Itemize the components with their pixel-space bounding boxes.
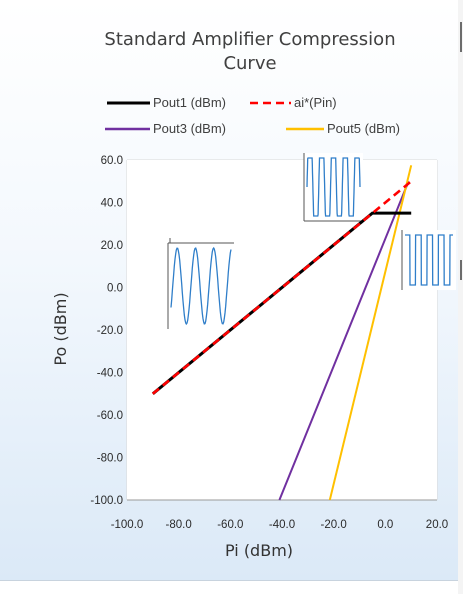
y-tick-label: -80.0 bbox=[97, 453, 123, 465]
square-wave-inset-right-bg bbox=[402, 230, 456, 290]
x-tick-label: -60.0 bbox=[217, 519, 243, 531]
right-edge-strip bbox=[458, 0, 463, 594]
plot-background bbox=[127, 160, 437, 500]
y-tick-label: -60.0 bbox=[97, 410, 123, 422]
x-tick-label: -20.0 bbox=[321, 519, 347, 531]
series-lines bbox=[151, 165, 413, 501]
legend: Pout1 (dBm) ai*(Pin) Pout3 (dBm) Pout5 (dBm… bbox=[105, 95, 400, 136]
chart-title-line2: Curve bbox=[223, 53, 276, 74]
series-ai-pin bbox=[151, 180, 413, 395]
x-tick-label: -80.0 bbox=[166, 519, 192, 531]
x-tick-label: -40.0 bbox=[269, 519, 295, 531]
series-pout1 bbox=[151, 211, 412, 395]
x-axis-label: Pi (dBm) bbox=[225, 541, 293, 560]
series-pout5 bbox=[328, 165, 413, 501]
y-tick-label: 0.0 bbox=[107, 283, 123, 295]
chart-title: Standard Amplifier Compression bbox=[104, 29, 395, 50]
legend-pout5-label: Pout5 (dBm) bbox=[327, 121, 400, 136]
x-tick-label: 0.0 bbox=[377, 519, 393, 531]
right-edge-marker bbox=[460, 22, 462, 52]
tick-labels: -100.0 -80.0 -60.0 -40.0 -20.0 0.0 20.0 -100.0 -… bbox=[90, 155, 448, 531]
x-tick-label: 20.0 bbox=[426, 519, 448, 531]
square-wave-inset-upper bbox=[303, 153, 363, 222]
y-tick-label: 60.0 bbox=[101, 155, 123, 167]
series-pout3 bbox=[278, 180, 410, 501]
legend-ai-pin-label: ai*(Pin) bbox=[294, 95, 337, 110]
y-tick-label: 20.0 bbox=[101, 240, 123, 252]
sine-wave-inset-wave bbox=[170, 246, 232, 326]
x-tick-label: -100.0 bbox=[111, 519, 144, 531]
sine-wave-inset bbox=[167, 238, 234, 329]
square-wave-inset-right-wave bbox=[405, 234, 453, 286]
plot-area bbox=[127, 160, 437, 501]
right-edge-marker-lower bbox=[460, 260, 462, 280]
y-tick-label: -100.0 bbox=[90, 495, 123, 507]
y-axis-label: Po (dBm) bbox=[51, 292, 70, 365]
sine-wave-inset-frame bbox=[167, 238, 234, 329]
y-tick-label: 40.0 bbox=[101, 198, 123, 210]
square-wave-inset-right bbox=[401, 230, 456, 290]
chart: Standard Amplifier Compression Curve Pou… bbox=[51, 29, 456, 560]
y-tick-label: -40.0 bbox=[97, 368, 123, 380]
y-tick-label: -20.0 bbox=[97, 325, 123, 337]
square-wave-inset-upper-frame bbox=[303, 153, 363, 222]
legend-pout3-label: Pout3 (dBm) bbox=[153, 121, 226, 136]
square-wave-inset-upper-wave bbox=[306, 157, 361, 217]
waveform-insets bbox=[167, 153, 456, 329]
legend-pout1-label: Pout1 (dBm) bbox=[153, 95, 226, 110]
